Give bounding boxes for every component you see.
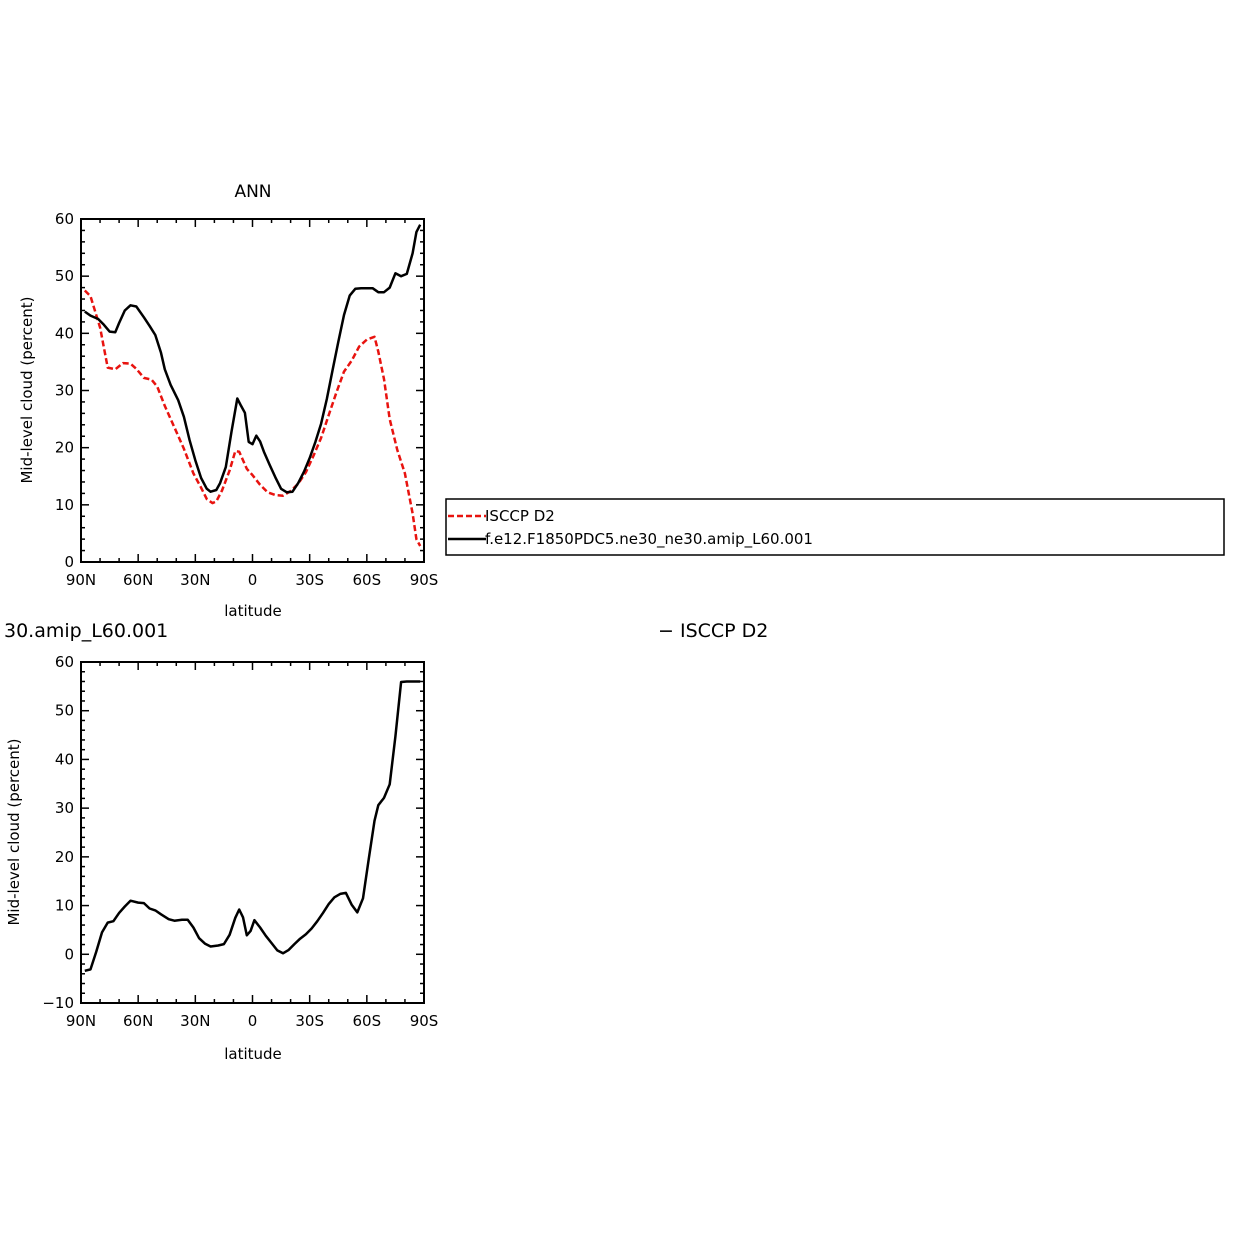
top-series-line-model xyxy=(84,224,422,494)
top-chart-ticks: 0 10 20 30 40 50 60 90N 60N 30N 0 30S 60S 90S xyxy=(55,210,438,589)
top-xtick-label: 30S xyxy=(295,571,324,589)
bottom-ytick-label: 40 xyxy=(55,750,74,768)
top-ytick-label: 50 xyxy=(55,267,74,285)
top-xtick-label: 60S xyxy=(353,571,382,589)
top-ytick-label: 30 xyxy=(55,382,74,400)
top-chart-legend: ISCCP D2 f.e12.F1850PDC5.ne30_ne30.amip_… xyxy=(445,498,1225,556)
bottom-ytick-label: 30 xyxy=(55,799,74,817)
bottom-chart-ylabel: Mid-level cloud (percent) xyxy=(5,738,23,925)
legend-label-model: f.e12.F1850PDC5.ne30_ne30.amip_L60.001 xyxy=(485,530,813,549)
bottom-xtick-label: 30N xyxy=(180,1012,210,1030)
bottom-xtick-label: 0 xyxy=(248,1012,258,1030)
top-chart-ylabel: Mid-level cloud (percent) xyxy=(18,296,36,483)
bottom-chart-xlabel: latitude xyxy=(224,1045,282,1063)
top-ytick-label: 60 xyxy=(55,210,74,228)
bottom-xtick-label: 90N xyxy=(66,1012,96,1030)
top-xtick-label: 90N xyxy=(66,571,96,589)
legend-label-isccp: ISCCP D2 xyxy=(485,507,555,525)
top-chart-title: ANN xyxy=(234,182,271,202)
top-chart-panel: ANN 0 10 20 30 40 50 60 90N 60N 30N 0 30S 60S 90S lat… xyxy=(18,182,438,620)
top-series-line-isccp xyxy=(83,289,422,547)
top-ytick-label: 10 xyxy=(55,496,74,514)
top-xtick-label: 30N xyxy=(180,571,210,589)
top-chart-series xyxy=(83,224,422,547)
bottom-ytick-label: 20 xyxy=(55,848,74,866)
top-ytick-label: 40 xyxy=(55,324,74,342)
bottom-xtick-label: 60S xyxy=(353,1012,382,1030)
top-ytick-label: 0 xyxy=(64,553,74,571)
bottom-chart-title: 30.amip_L60.001 xyxy=(4,620,168,642)
bottom-xtick-label: 30S xyxy=(295,1012,324,1030)
top-chart-xlabel: latitude xyxy=(224,602,282,620)
bottom-chart-subtitle: − ISCCP D2 xyxy=(658,620,768,642)
bottom-ytick-label: 10 xyxy=(55,897,74,915)
legend-box xyxy=(445,498,1225,556)
bottom-chart-panel: 30.amip_L60.001 − ISCCP D2 −10 0 10 20 30 40 5… xyxy=(4,620,768,1063)
top-xtick-label: 90S xyxy=(410,571,439,589)
top-ytick-label: 20 xyxy=(55,439,74,457)
bottom-ytick-label: 60 xyxy=(55,653,74,671)
bottom-ytick-label: 0 xyxy=(64,945,74,963)
top-chart-plot-frame xyxy=(80,218,425,563)
bottom-chart-series xyxy=(84,680,421,973)
bottom-ytick-label: 50 xyxy=(55,702,74,720)
bottom-chart-ticks: −10 0 10 20 30 40 50 60 90N 60N 30N 0 30S 60S 90S xyxy=(42,653,438,1030)
top-xtick-label: 0 xyxy=(248,571,258,589)
bottom-xtick-label: 60N xyxy=(123,1012,153,1030)
bottom-chart-plot-frame xyxy=(80,661,425,1004)
bottom-xtick-label: 90S xyxy=(410,1012,439,1030)
bottom-series-line-difference xyxy=(84,680,421,973)
bottom-ytick-label: −10 xyxy=(42,994,74,1012)
top-xtick-label: 60N xyxy=(123,571,153,589)
